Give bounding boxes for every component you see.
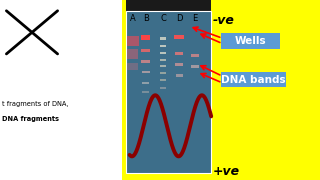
Bar (160, 45, 166, 47)
Bar (141, 35, 150, 40)
Bar (191, 54, 199, 57)
Bar (141, 60, 150, 62)
Bar (160, 79, 166, 81)
Text: C: C (160, 14, 166, 23)
Bar (160, 87, 166, 89)
Text: Wells: Wells (235, 36, 266, 46)
Bar (142, 91, 149, 93)
Bar (141, 71, 150, 73)
Text: D: D (176, 14, 182, 23)
Text: A: A (130, 14, 136, 23)
Bar (141, 49, 150, 52)
Bar (126, 0, 211, 13)
Text: +ve: +ve (213, 165, 240, 178)
Bar (160, 65, 166, 67)
FancyBboxPatch shape (221, 72, 286, 87)
Bar (160, 72, 166, 74)
Bar (176, 74, 183, 77)
Text: -ve: -ve (213, 14, 235, 27)
Bar (0, 0, 122, 180)
Bar (160, 37, 166, 40)
Bar (175, 63, 183, 66)
Text: DNA fragments: DNA fragments (2, 116, 59, 122)
Bar (174, 35, 184, 39)
Text: E: E (193, 14, 198, 23)
Text: t fragments of DNA,: t fragments of DNA, (2, 101, 68, 107)
Text: DNA bands: DNA bands (221, 75, 286, 85)
Bar (175, 53, 183, 55)
Bar (142, 82, 149, 84)
Bar (127, 63, 138, 70)
Bar (160, 52, 166, 54)
Bar (127, 49, 139, 59)
Bar (160, 58, 166, 61)
Bar (191, 65, 199, 68)
FancyBboxPatch shape (221, 33, 280, 49)
Bar (126, 11, 211, 173)
Bar (127, 36, 139, 46)
Text: B: B (143, 14, 148, 23)
